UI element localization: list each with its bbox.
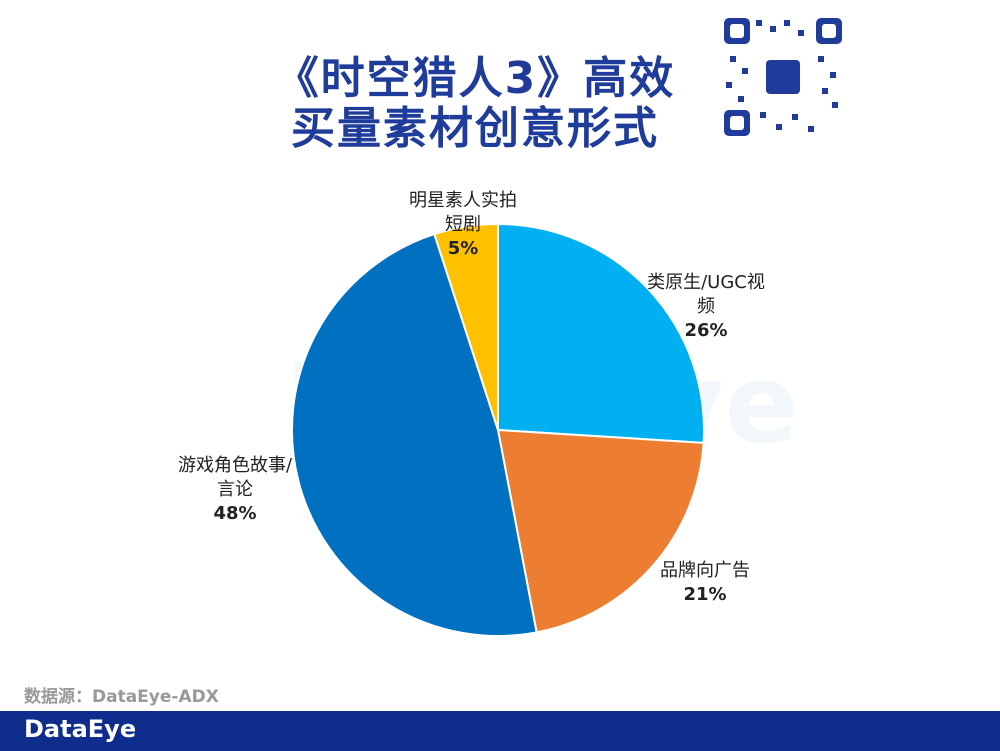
category-label: 类原生/UGC视频 — [647, 272, 765, 317]
value-label: 26% — [684, 320, 728, 341]
footer: DataEye — [0, 711, 1000, 751]
slice-label: 品牌向广告 21% — [645, 559, 765, 607]
pie-slice — [497, 222, 705, 444]
slice-label: 类原生/UGC视频 26% — [646, 271, 766, 343]
brand-logo: DataEye — [24, 715, 137, 743]
category-label: 品牌向广告 — [660, 560, 750, 581]
title-line: 买量素材创意形式 — [291, 103, 659, 154]
slice-label: 游戏角色故事/言论 48% — [170, 454, 300, 526]
pie-slice — [291, 232, 538, 637]
pie-slice — [496, 428, 705, 634]
source: 数据源：DataEye-ADX — [24, 687, 219, 707]
value-label: 5% — [447, 238, 479, 259]
value-label: 21% — [683, 584, 727, 605]
qr-code — [722, 16, 844, 138]
category-label: 游戏角色故事/言论 — [177, 455, 293, 500]
value-label: 48% — [213, 503, 257, 524]
category-label: 明星素人实拍短剧 — [409, 190, 517, 235]
slice-label: 明星素人实拍短剧 5% — [405, 189, 521, 261]
title-line: 《时空猎人3》高效 — [274, 53, 676, 104]
pie-slice — [433, 222, 499, 431]
